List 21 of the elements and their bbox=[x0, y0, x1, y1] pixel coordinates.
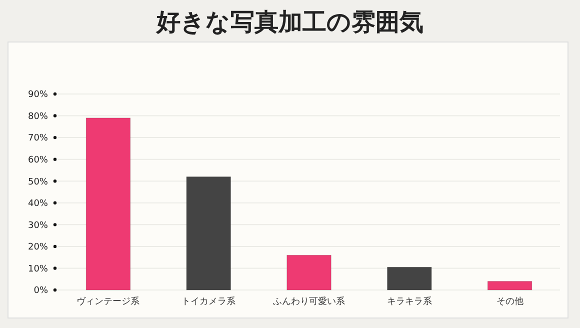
x-tick-label: トイカメラ系 bbox=[182, 296, 236, 307]
bar bbox=[286, 254, 332, 290]
y-tick-label: 10% bbox=[28, 264, 48, 274]
y-tick-label: 20% bbox=[28, 242, 48, 253]
x-tick-label: キラキラ系 bbox=[386, 296, 432, 307]
y-tick-label: 60% bbox=[28, 155, 48, 166]
y-tick-label: 80% bbox=[28, 112, 48, 122]
y-tick-label: 30% bbox=[28, 220, 48, 231]
y-tick-label: 50% bbox=[28, 177, 48, 188]
y-tick-label: 40% bbox=[28, 199, 48, 210]
chart-title: 好きな写真加工の雰囲気 bbox=[156, 8, 424, 36]
x-tick-label: その他 bbox=[496, 296, 524, 307]
y-tick-label: 90% bbox=[28, 90, 48, 100]
bar bbox=[487, 281, 532, 290]
bar bbox=[86, 118, 131, 290]
bar bbox=[387, 266, 432, 290]
x-tick-label: ふんわり可愛い系 bbox=[272, 296, 345, 307]
bar bbox=[186, 176, 231, 290]
y-tick-label: 70% bbox=[28, 134, 48, 144]
y-tick-label: 0% bbox=[34, 286, 48, 296]
x-tick-label: ヴィンテージ系 bbox=[76, 296, 140, 307]
